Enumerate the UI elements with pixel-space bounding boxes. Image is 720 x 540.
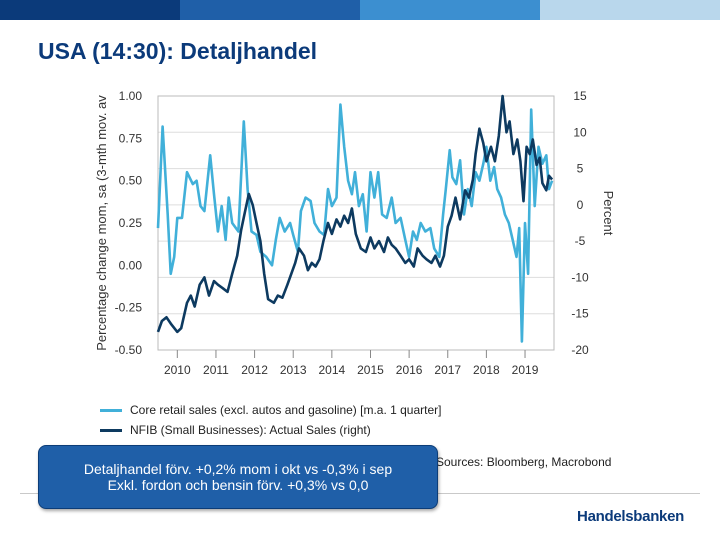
right-axis-tick: 10 (573, 125, 587, 139)
left-axis-tick: 0.50 (119, 174, 143, 188)
left-axis-tick: -0.25 (115, 301, 143, 315)
callout-line-2: Exkl. fordon och bensin förv. +0,3% vs 0… (107, 477, 369, 493)
color-bar-segment (540, 0, 720, 20)
right-axis-tick: -5 (575, 234, 586, 248)
legend-swatch-core (100, 408, 122, 412)
x-axis-tick: 2016 (396, 363, 423, 377)
x-axis-tick: 2019 (512, 363, 539, 377)
right-axis-tick: 0 (577, 198, 584, 212)
x-axis-tick: 2012 (241, 363, 268, 377)
x-axis-tick: 2018 (473, 363, 500, 377)
right-axis-tick: -15 (571, 307, 589, 321)
series-core-retail-sales (156, 103, 554, 343)
left-axis-tick: 0.75 (119, 131, 143, 145)
left-axis-tick: 1.00 (119, 89, 143, 103)
left-axis-title: Percentage change mom, sa (3-mth mov. av (94, 95, 109, 351)
right-axis-tick: -10 (571, 270, 589, 284)
x-axis-tick: 2014 (319, 363, 346, 377)
sources-note: Sources: Bloomberg, Macrobond (436, 455, 612, 469)
left-axis-tick: 0.25 (119, 216, 143, 230)
color-bar-segment (180, 0, 360, 20)
right-axis-tick: -20 (571, 343, 589, 357)
legend-item-core: Core retail sales (excl. autos and gasol… (100, 400, 441, 420)
header-color-bar (0, 0, 720, 20)
color-bar-segment (0, 0, 180, 20)
right-axis-tick: 5 (577, 162, 584, 176)
brand-logo: Handelsbanken (577, 508, 684, 525)
x-axis-tick: 2017 (434, 363, 461, 377)
left-axis-tick: -0.50 (115, 343, 143, 357)
legend-item-nfib: NFIB (Small Businesses): Actual Sales (r… (100, 420, 441, 440)
x-axis-tick: 2013 (280, 363, 307, 377)
legend-swatch-nfib (100, 428, 122, 432)
right-axis-tick: 15 (573, 89, 587, 103)
x-axis-tick: 2010 (164, 363, 191, 377)
chart-container: 1.00 0.75 0.50 0.25 0.00 -0.25 -0.50 15 10 5 0 -5 -1… (92, 84, 622, 444)
page-title: USA (14:30): Detaljhandel (38, 38, 318, 64)
legend-label-nfib: NFIB (Small Businesses): Actual Sales (r… (130, 423, 371, 437)
callout-line-1: Detaljhandel förv. +0,2% mom i okt vs -0… (83, 461, 393, 477)
chart-legend: Core retail sales (excl. autos and gasol… (100, 400, 441, 440)
right-axis-title: Percent (601, 191, 616, 236)
callout-box: Detaljhandel förv. +0,2% mom i okt vs -0… (38, 445, 438, 509)
legend-label-core: Core retail sales (excl. autos and gasol… (130, 403, 442, 417)
x-axis-tick: 2011 (203, 363, 229, 377)
left-axis-tick: 0.00 (119, 258, 143, 272)
x-axis-tick: 2015 (357, 363, 384, 377)
series-nfib-actual-sales (156, 94, 554, 334)
line-chart: 1.00 0.75 0.50 0.25 0.00 -0.25 -0.50 15 10 5 0 -5 -1… (94, 89, 616, 377)
color-bar-segment (360, 0, 540, 20)
